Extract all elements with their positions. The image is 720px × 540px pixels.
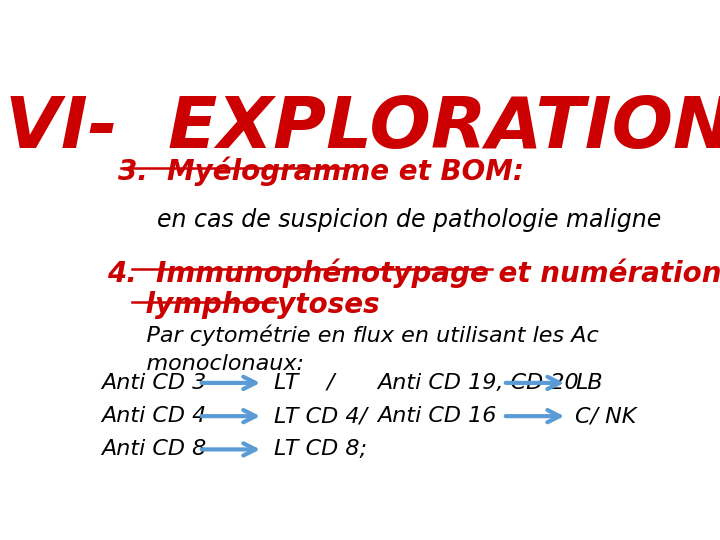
- Text: LT    /: LT /: [274, 373, 335, 393]
- Text: LT CD 4/: LT CD 4/: [274, 406, 367, 426]
- Text: LB: LB: [575, 373, 603, 393]
- Text: Par cytométrie en flux en utilisant les Ac: Par cytométrie en flux en utilisant les …: [118, 325, 598, 346]
- Text: Anti CD 19, CD 20: Anti CD 19, CD 20: [377, 373, 579, 393]
- Text: en cas de suspicion de pathologie maligne: en cas de suspicion de pathologie malign…: [157, 208, 661, 232]
- Text: 4.  Immunophénotypage et numération des: 4. Immunophénotypage et numération des: [107, 258, 720, 288]
- Text: monoclonaux:: monoclonaux:: [118, 354, 304, 374]
- Text: Anti CD 8: Anti CD 8: [101, 440, 207, 460]
- Text: VI-  EXPLORATION: VI- EXPLORATION: [5, 94, 720, 163]
- Text: Anti CD 4: Anti CD 4: [101, 406, 207, 426]
- Text: LT CD 8;: LT CD 8;: [274, 440, 367, 460]
- Text: C/ NK: C/ NK: [575, 406, 636, 426]
- Text: 3.  Myélogramme et BOM:: 3. Myélogramme et BOM:: [118, 156, 524, 186]
- Text: Anti CD 3: Anti CD 3: [101, 373, 207, 393]
- Text: Anti CD 16: Anti CD 16: [377, 406, 497, 426]
- Text: lymphocytoses: lymphocytoses: [107, 292, 379, 320]
